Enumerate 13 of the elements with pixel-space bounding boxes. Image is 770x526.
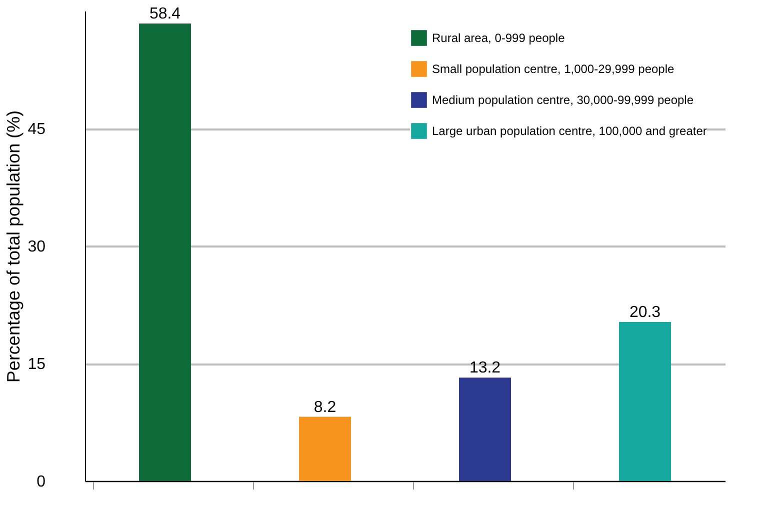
data-label: 13.2: [469, 360, 501, 377]
y-tick-label: 0: [36, 474, 46, 490]
legend-label: Medium population centre, 30,000-99,999 people: [432, 93, 694, 107]
data-label: 8.2: [314, 398, 336, 416]
y-tick-label: 30: [28, 238, 46, 256]
data-label: 20.3: [629, 304, 661, 321]
legend-label: Large urban population centre, 100,000 and greater: [432, 124, 707, 138]
y-axis-title: Percentage of total population (%): [4, 110, 24, 383]
y-tick-label: 45: [28, 121, 46, 138]
legend-label: Rural area, 0-999 people: [432, 31, 566, 45]
data-label: 58.4: [149, 6, 181, 23]
y-tick-label: 15: [28, 356, 46, 373]
legend-label: Small population centre, 1,000-29,999 people: [432, 62, 674, 76]
